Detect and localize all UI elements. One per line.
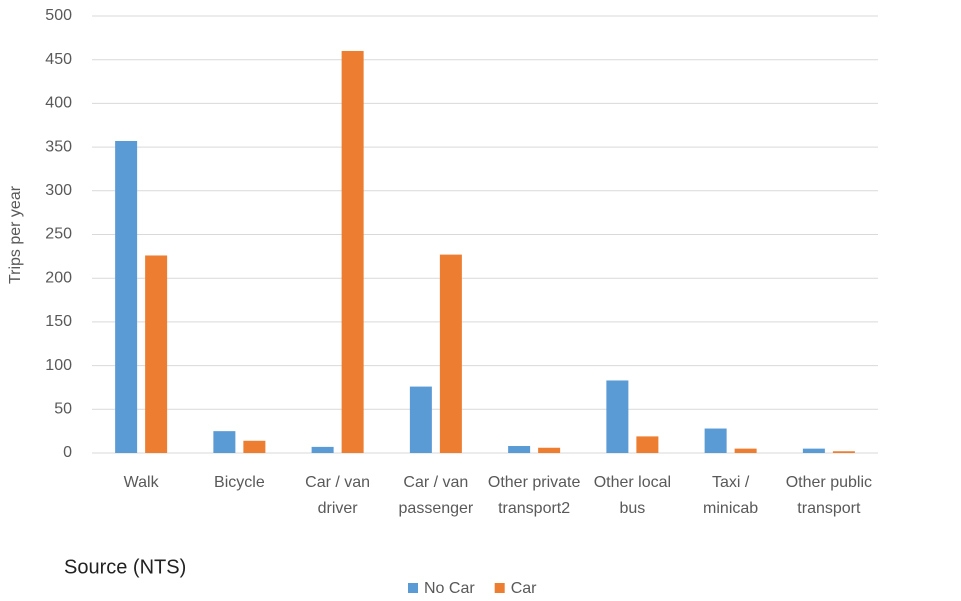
legend-swatch: [494, 583, 505, 593]
bar: [636, 436, 659, 453]
bar: [439, 254, 462, 453]
bar: [802, 448, 825, 453]
y-tick-label: 250: [45, 226, 72, 243]
bar: [341, 50, 364, 454]
bar: [213, 431, 236, 453]
bar: [704, 428, 727, 453]
y-tick-label: 50: [54, 401, 72, 418]
bar: [115, 140, 138, 453]
y-tick-label: 400: [45, 95, 72, 112]
x-tick-label: Other private transport2: [487, 474, 581, 517]
y-tick-label: 350: [45, 138, 72, 155]
bar: [538, 447, 561, 453]
y-tick-label: 300: [45, 182, 72, 199]
bar: [508, 446, 531, 453]
bar: [734, 448, 757, 453]
y-tick-label: 450: [45, 51, 72, 68]
x-tick-label: Taxi / minicab: [703, 474, 759, 517]
y-tick-label: 150: [45, 313, 72, 330]
bar: [145, 255, 168, 453]
y-tick-label: 100: [45, 357, 72, 374]
x-tick-label: Walk: [123, 474, 159, 491]
x-tick-label: Other public transport: [785, 474, 872, 517]
y-tick-label: 0: [63, 444, 72, 461]
y-tick-label: 200: [45, 269, 72, 286]
legend-swatch: [408, 583, 418, 593]
legend-label: Car: [511, 580, 537, 597]
bar: [243, 440, 266, 453]
bar: [832, 451, 855, 453]
x-tick-label: Car / van driver: [305, 474, 371, 517]
y-tick-label: 500: [45, 7, 72, 24]
x-tick-label: Bicycle: [214, 474, 265, 491]
annotation: Source (NTS): [64, 556, 186, 578]
x-tick-label: Other local bus: [593, 474, 672, 517]
x-tick-label: Car / van passenger: [398, 474, 474, 517]
y-axis-label: Trips per year: [7, 185, 24, 284]
bar: [606, 380, 629, 453]
bar: [409, 386, 432, 453]
bar: [311, 446, 334, 453]
legend-label: No Car: [424, 580, 475, 597]
